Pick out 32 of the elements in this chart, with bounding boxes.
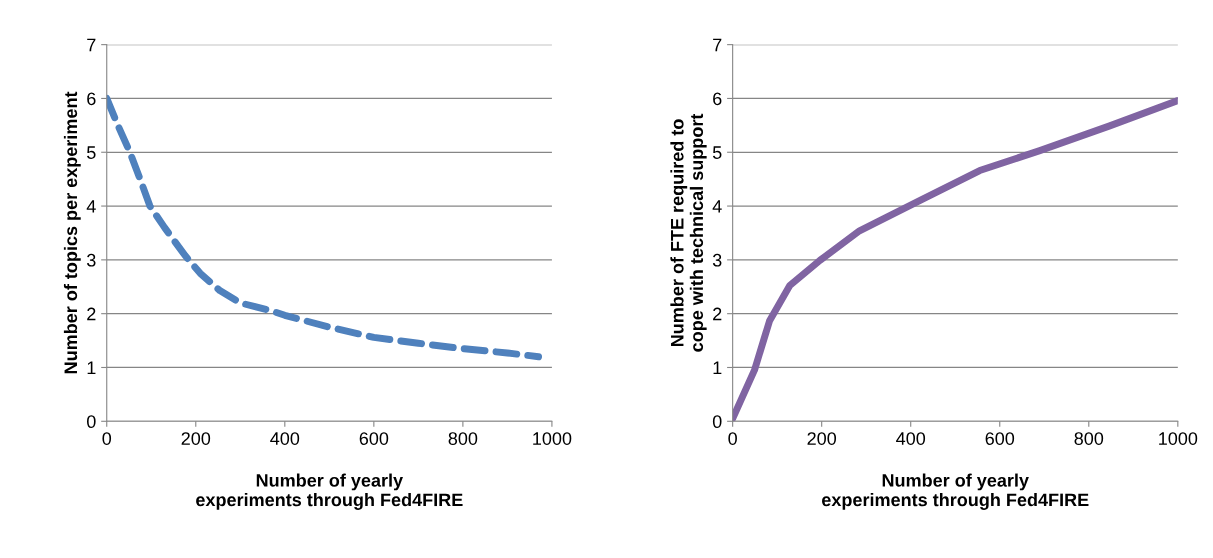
- x-tick-label: 800: [1074, 432, 1104, 445]
- y-tick-label: 2: [87, 307, 96, 321]
- y-axis-title: Number of FTE required to cope with technical support: [670, 113, 707, 352]
- y-tick-label: 3: [86, 253, 96, 267]
- x-axis-title: Number of yearly experiments through Fed4FIRE: [196, 473, 463, 510]
- y-tick-label: 1: [87, 361, 96, 375]
- x-tick-label: 1000: [1159, 432, 1198, 445]
- y-tick-label: 4: [86, 200, 96, 213]
- y-tick-label: 4: [712, 200, 722, 213]
- x-tick-label: 200: [807, 432, 837, 445]
- y-tick-label: 6: [713, 92, 722, 106]
- x-tick-label: 0: [728, 432, 737, 445]
- x-axis-title: Number of yearly experiments through Fed4FIRE: [822, 473, 1089, 510]
- y-tick-label: 2: [713, 307, 722, 321]
- x-tick-label: 400: [896, 432, 926, 445]
- x-tick-label: 600: [359, 432, 389, 445]
- x-tick-label: 800: [448, 432, 478, 445]
- y-tick-label: 5: [712, 146, 722, 159]
- y-tick-label: 7: [713, 38, 722, 52]
- x-tick-label: 0: [102, 432, 112, 445]
- y-tick-label: 0: [86, 415, 96, 429]
- y-tick-label: 6: [87, 92, 96, 106]
- y-axis-title: Number of topics per experiment: [63, 91, 81, 374]
- y-tick-label: 1: [713, 361, 722, 375]
- x-tick-label: 400: [270, 432, 300, 445]
- x-tick-label: 600: [985, 432, 1015, 445]
- y-tick-label: 0: [712, 415, 722, 429]
- y-tick-label: 5: [87, 146, 96, 159]
- y-tick-label: 7: [87, 38, 96, 52]
- x-tick-label: 200: [181, 432, 211, 445]
- x-tick-label: 1000: [533, 432, 572, 445]
- y-tick-label: 3: [712, 253, 722, 267]
